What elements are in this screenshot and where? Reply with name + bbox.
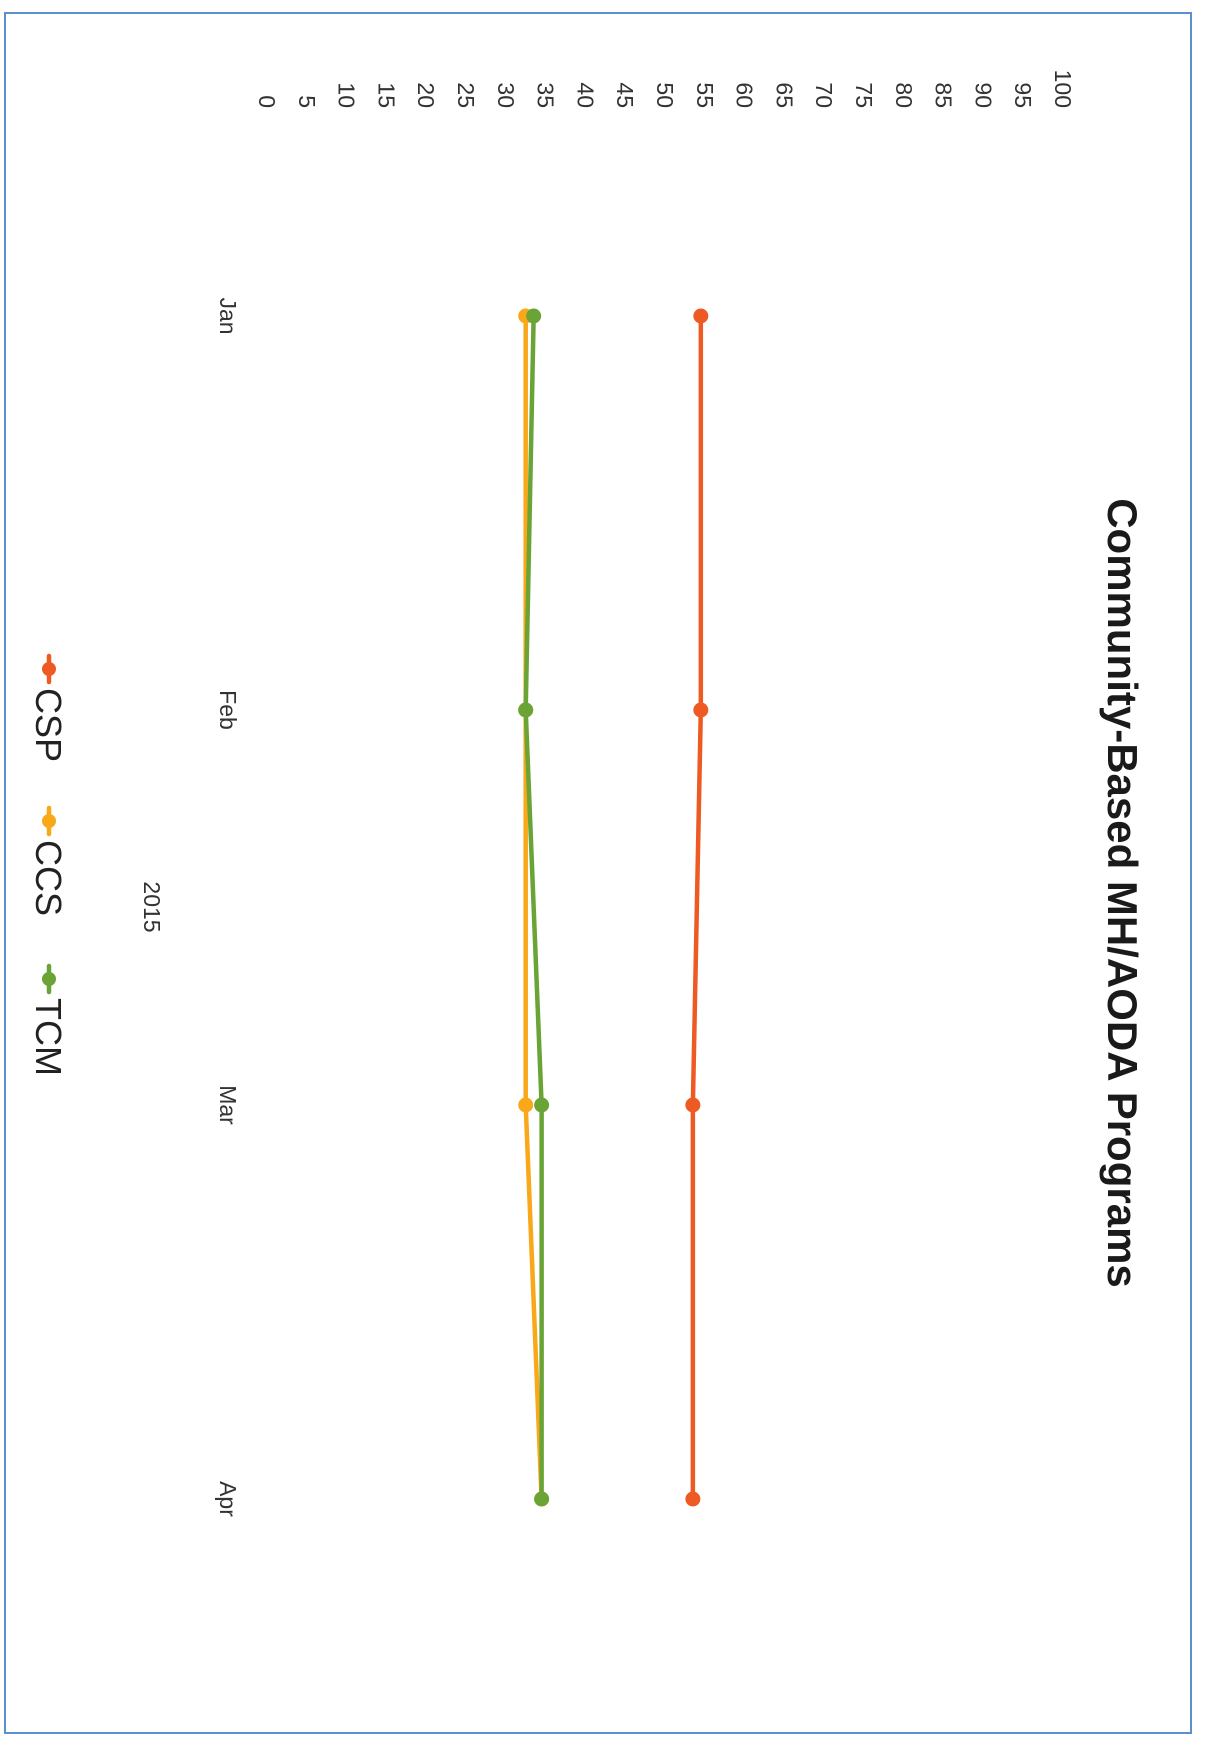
y-tick-label: 15 — [373, 82, 399, 108]
y-axis-ticks: 0 5 10 15 20 25 30 35 40 45 50 55 60 65 70 75 80 85 90 95 10… — [254, 70, 1076, 108]
data-point-csp — [685, 1491, 701, 1507]
legend-label-ccs: CCS — [28, 840, 69, 916]
legend-label-tcm: TCM — [28, 998, 69, 1076]
y-tick-label: 60 — [732, 82, 758, 108]
y-tick-label: 75 — [851, 82, 877, 108]
y-tick-label: 5 — [294, 95, 320, 108]
data-point-tcm — [526, 308, 542, 324]
series-line-ccs — [523, 313, 544, 1502]
x-axis-label: 2015 — [139, 881, 165, 932]
y-tick-label: 55 — [692, 82, 718, 108]
legend-swatch-marker-csp — [42, 662, 56, 676]
y-tick-label: 35 — [533, 82, 559, 108]
y-tick-label: 10 — [334, 82, 360, 108]
series-line-tcm — [523, 313, 544, 1502]
x-category-label: Apr — [215, 1481, 241, 1517]
legend-swatch-marker-tcm — [42, 972, 56, 986]
y-tick-label: 0 — [254, 95, 280, 108]
y-tick-label: 70 — [811, 82, 837, 108]
y-tick-label: 50 — [652, 82, 678, 108]
y-tick-label: 25 — [453, 82, 479, 108]
series-line-csp — [690, 313, 704, 1502]
x-axis-categories: Jan Feb Mar Apr — [215, 297, 241, 1517]
data-point-csp — [693, 308, 709, 324]
y-tick-label: 20 — [413, 82, 439, 108]
y-tick-label: 85 — [931, 82, 957, 108]
legend-label-csp: CSP — [28, 688, 69, 762]
x-category-label: Jan — [215, 297, 241, 334]
legend-swatch-marker-ccs — [42, 814, 56, 828]
series-layer — [518, 308, 709, 1507]
data-point-csp — [693, 702, 709, 718]
y-tick-label: 100 — [1050, 70, 1076, 108]
y-tick-label: 65 — [771, 82, 797, 108]
legend: CSP CCS TCM — [28, 653, 69, 1076]
x-category-label: Feb — [215, 690, 241, 730]
y-tick-label: 80 — [891, 82, 917, 108]
x-category-label: Mar — [215, 1085, 241, 1125]
data-point-tcm — [534, 1097, 550, 1113]
data-point-tcm — [518, 702, 534, 718]
chart-frame — [4, 12, 1192, 1734]
data-point-tcm — [534, 1491, 550, 1507]
y-tick-label: 40 — [572, 82, 598, 108]
y-tick-label: 95 — [1010, 82, 1036, 108]
data-point-csp — [685, 1097, 701, 1113]
y-tick-label: 90 — [970, 82, 996, 108]
chart-title: Community-Based MH/AODA Programs — [1099, 498, 1146, 1288]
y-tick-label: 45 — [612, 82, 638, 108]
data-point-ccs — [518, 1097, 534, 1113]
y-tick-label: 30 — [493, 82, 519, 108]
